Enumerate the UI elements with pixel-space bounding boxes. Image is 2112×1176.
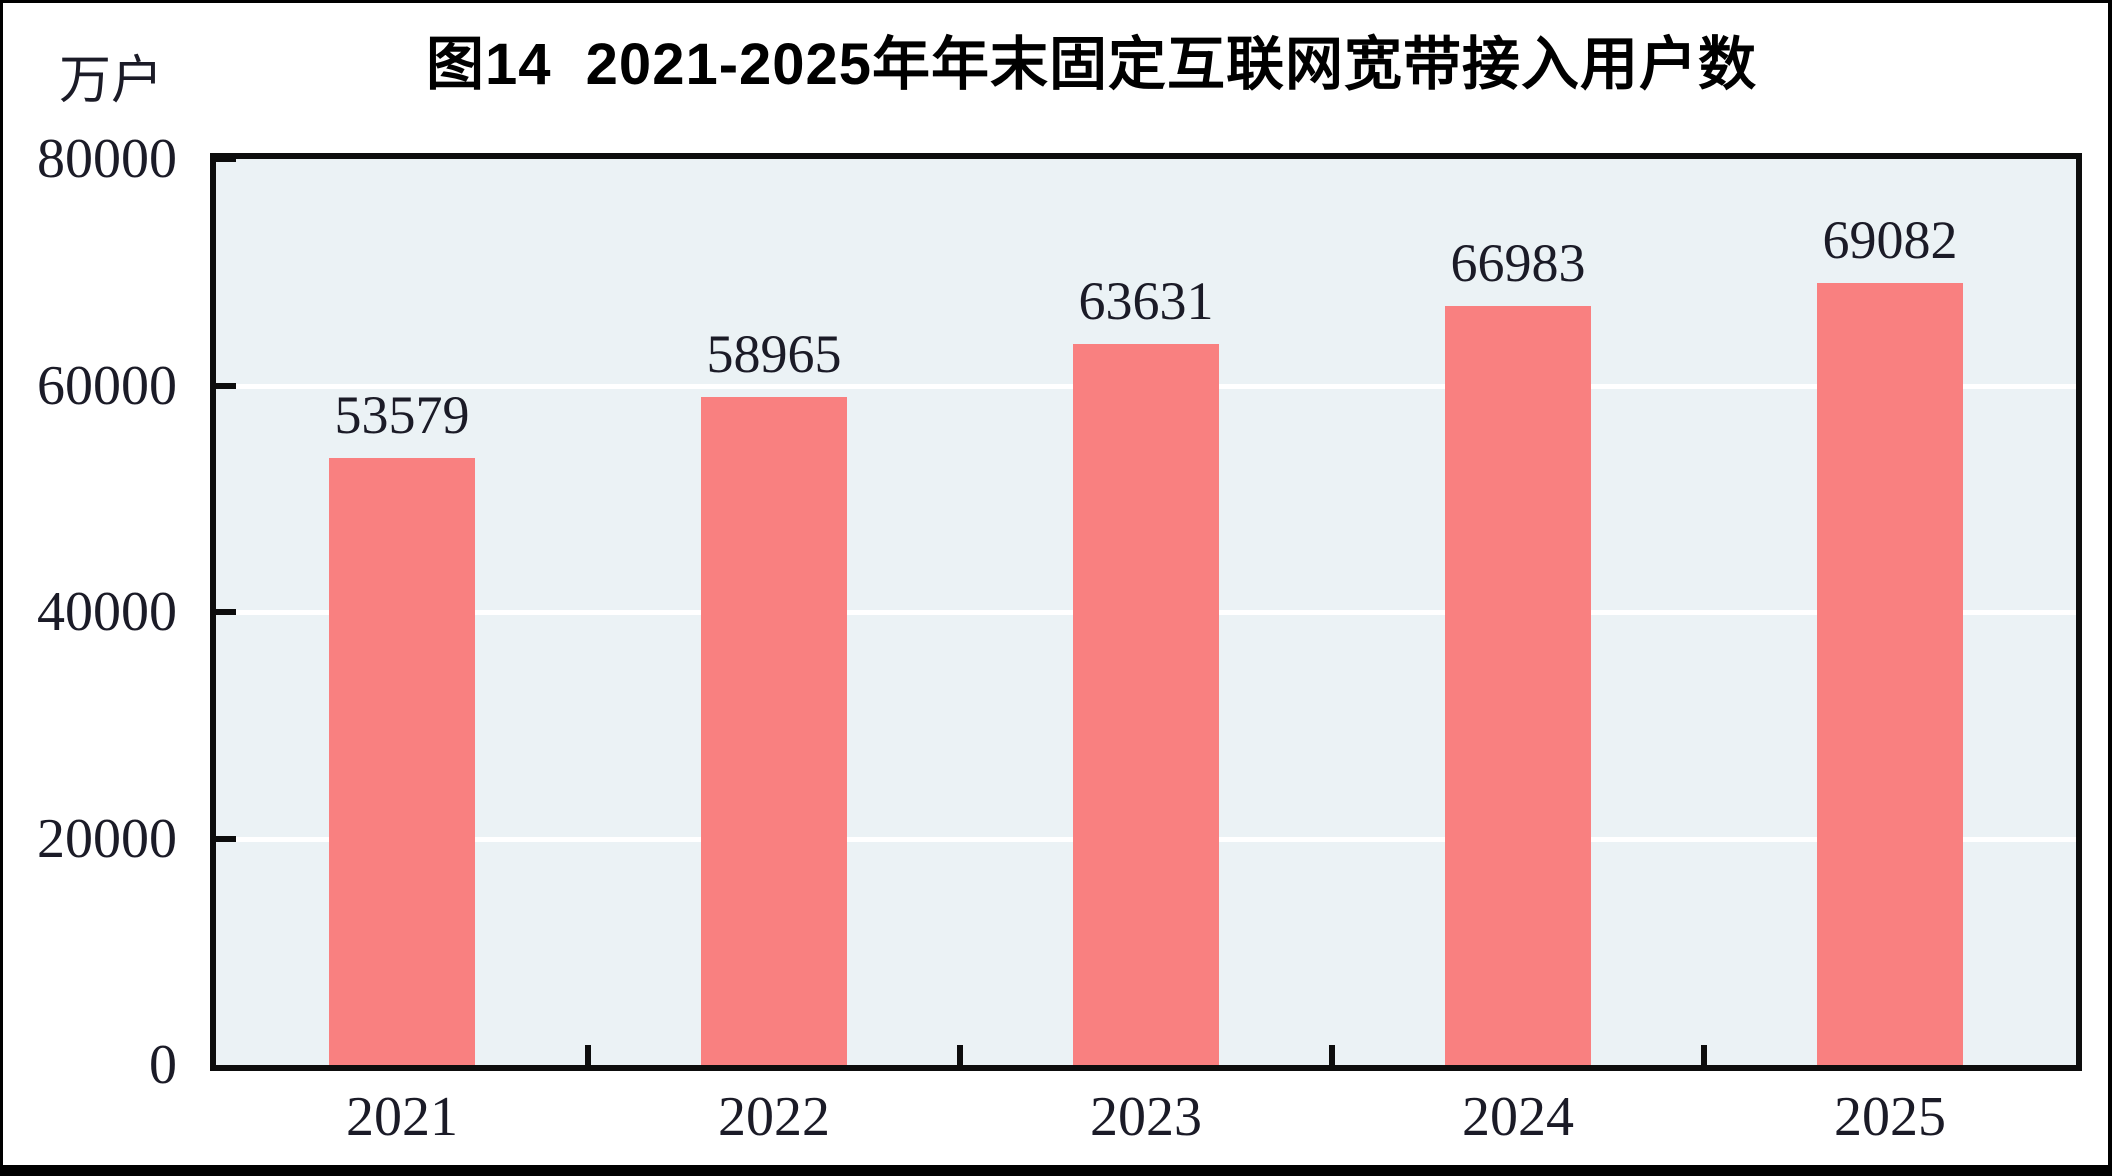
y-tick-label-60000: 60000 [37,355,177,417]
x-tick-boundary-2 [957,1045,963,1065]
x-tick-label-2021: 2021 [346,1086,458,1148]
plot-area: 53579 58965 63631 66983 69082 [210,153,2082,1071]
y-tick-60000 [216,383,236,389]
y-tick-40000 [216,609,236,615]
x-tick-label-2023: 2023 [1090,1086,1202,1148]
y-tick-label-20000: 20000 [37,808,177,870]
bottom-frame-bar [3,1165,2108,1176]
y-axis-unit-label: 万户 [59,53,164,110]
x-tick-boundary-4 [1701,1045,1707,1065]
bar-2023 [1073,344,1219,1065]
bar-2025 [1817,283,1963,1065]
chart-title: 图14 2021-2025年年末固定互联网宽带接入用户数 [425,32,1758,97]
y-tick-20000 [216,836,236,842]
bar-value-label-2024: 66983 [1450,233,1586,293]
x-tick-boundary-3 [1329,1045,1335,1065]
y-tick-80000 [216,156,236,162]
bar-value-label-2021: 53579 [334,385,470,445]
bar-2021 [329,458,475,1065]
y-tick-label-40000: 40000 [37,581,177,643]
x-tick-boundary-1 [585,1045,591,1065]
y-tick-label-0: 0 [149,1034,177,1096]
bar-value-label-2025: 69082 [1822,210,1958,270]
x-tick-label-2025: 2025 [1834,1086,1946,1148]
x-tick-label-2022: 2022 [718,1086,830,1148]
y-tick-label-80000: 80000 [37,128,177,190]
bar-value-label-2022: 58965 [706,324,842,384]
bar-value-label-2023: 63631 [1078,271,1214,331]
x-tick-label-2024: 2024 [1462,1086,1574,1148]
bar-2022 [701,397,847,1065]
bar-2024 [1445,306,1591,1065]
